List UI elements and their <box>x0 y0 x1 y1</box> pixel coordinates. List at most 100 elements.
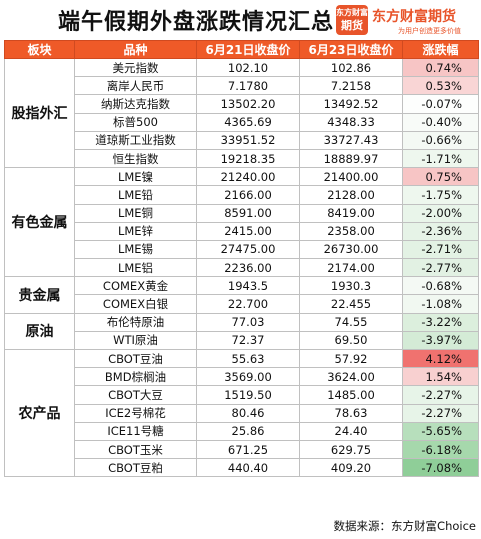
table-row: LME铅 2166.00 2128.00 -1.75% <box>5 185 479 205</box>
close-price-0623: 629.75 <box>299 439 403 460</box>
change-percent: -5.65% <box>402 421 479 441</box>
close-price-0623: 1485.00 <box>299 385 403 405</box>
close-price-0623: 2174.00 <box>299 258 403 278</box>
sector-label: 有色金属 <box>4 167 75 278</box>
close-price-0621: 19218.35 <box>196 148 300 169</box>
product-name: 美元指数 <box>74 57 197 78</box>
close-price-0621: 3569.00 <box>196 367 300 387</box>
close-price-0621: 2166.00 <box>196 185 300 205</box>
product-name: CBOT大豆 <box>74 385 197 405</box>
table-row: ICE2号棉花 80.46 78.63 -2.27% <box>5 403 479 423</box>
change-percent: -1.71% <box>402 148 479 169</box>
table-row: 离岸人民币 7.1780 7.2158 0.53% <box>5 76 479 96</box>
table-row: CBOT玉米 671.25 629.75 -6.18% <box>5 439 479 460</box>
table-body: 股指外汇 美元指数 102.10 102.86 0.74% 离岸人民币 7.1780 7.21… <box>4 57 479 478</box>
change-percent: 0.75% <box>402 167 479 187</box>
column-header-change: 涨跌幅 <box>402 40 479 59</box>
price-change-table: 板块 品种 6月21日收盘价 6月23日收盘价 涨跌幅 股指外汇 美元指数 102.… <box>4 40 479 478</box>
table-row: 贵金属 COMEX黄金 1943.5 1930.3 -0.68% <box>4 276 479 314</box>
close-price-0623: 69.50 <box>299 330 403 351</box>
product-name: 标普500 <box>74 112 197 132</box>
close-price-0623: 102.86 <box>299 57 403 78</box>
close-price-0621: 102.10 <box>196 57 300 78</box>
close-price-0623: 26730.00 <box>299 239 403 260</box>
close-price-0621: 8591.00 <box>196 203 300 223</box>
close-price-0623: 409.20 <box>299 458 403 478</box>
table-row: LME铝 2236.00 2174.00 -2.77% <box>5 258 479 278</box>
table-row: COMEX白银 22.700 22.455 -1.08% <box>5 294 479 314</box>
brand-name: 东方财富期货 <box>372 9 456 25</box>
product-name: ICE11号糖 <box>74 421 197 441</box>
column-header-product: 品种 <box>74 40 197 59</box>
column-header-close-0621: 6月21日收盘价 <box>196 40 300 59</box>
logo-icon: 东方财富 期货 <box>336 5 368 35</box>
table-row: 纳斯达克指数 13502.20 13492.52 -0.07% <box>5 94 479 114</box>
logo-top-text: 东方财富 <box>336 8 368 17</box>
product-name: WTI原油 <box>74 330 197 351</box>
close-price-0621: 2236.00 <box>196 258 300 278</box>
header: 端午假期外盘涨跌情况汇总 东方财富 期货 东方财富期货 为用户创造更多价值 <box>0 0 481 38</box>
change-percent: -3.97% <box>402 330 479 351</box>
change-percent: -3.22% <box>402 312 479 332</box>
product-name: COMEX黄金 <box>74 276 197 296</box>
data-source: 数据来源：东方财富Choice <box>333 519 476 533</box>
close-price-0623: 18889.97 <box>299 148 403 169</box>
change-percent: -2.36% <box>402 221 479 241</box>
product-name: LME铝 <box>74 258 197 278</box>
product-name: 布伦特原油 <box>74 312 197 332</box>
close-price-0623: 24.40 <box>299 421 403 441</box>
table-row: WTI原油 72.37 69.50 -3.97% <box>5 330 479 351</box>
close-price-0621: 27475.00 <box>196 239 300 260</box>
column-header-sector: 板块 <box>4 40 75 59</box>
table-row: 标普500 4365.69 4348.33 -0.40% <box>5 112 479 132</box>
close-price-0621: 1519.50 <box>196 385 300 405</box>
table-row: 农产品 CBOT豆油 55.63 57.92 4.12% <box>4 348 479 478</box>
product-name: 纳斯达克指数 <box>74 94 197 114</box>
change-percent: 1.54% <box>402 367 479 387</box>
sector-label: 原油 <box>4 312 75 351</box>
table-row: BMD棕榈油 3569.00 3624.00 1.54% <box>5 367 479 387</box>
close-price-0623: 7.2158 <box>299 76 403 96</box>
column-header-close-0623: 6月23日收盘价 <box>299 40 403 59</box>
change-percent: -7.08% <box>402 458 479 478</box>
table-row: LME锌 2415.00 2358.00 -2.36% <box>5 221 479 241</box>
change-percent: -6.18% <box>402 439 479 460</box>
product-name: CBOT豆粕 <box>74 458 197 478</box>
change-percent: -0.66% <box>402 130 479 150</box>
product-name: 恒生指数 <box>74 148 197 169</box>
close-price-0623: 1930.3 <box>299 276 403 296</box>
close-price-0621: 33951.52 <box>196 130 300 150</box>
change-percent: -0.68% <box>402 276 479 296</box>
close-price-0621: 77.03 <box>196 312 300 332</box>
close-price-0621: 7.1780 <box>196 76 300 96</box>
table-header-row: 板块 品种 6月21日收盘价 6月23日收盘价 涨跌幅 <box>4 40 479 59</box>
change-percent: 0.53% <box>402 76 479 96</box>
product-name: BMD棕榈油 <box>74 367 197 387</box>
product-name: LME锌 <box>74 221 197 241</box>
change-percent: -2.27% <box>402 385 479 405</box>
change-percent: 0.74% <box>402 57 479 78</box>
product-name: LME铜 <box>74 203 197 223</box>
table-row: ICE11号糖 25.86 24.40 -5.65% <box>5 421 479 441</box>
table-row: CBOT豆粕 440.40 409.20 -7.08% <box>5 458 479 478</box>
close-price-0623: 22.455 <box>299 294 403 314</box>
product-name: 道琼斯工业指数 <box>74 130 197 150</box>
product-name: CBOT玉米 <box>74 439 197 460</box>
close-price-0621: 440.40 <box>196 458 300 478</box>
close-price-0621: 2415.00 <box>196 221 300 241</box>
table-row: 股指外汇 美元指数 102.10 102.86 0.74% <box>4 57 479 169</box>
close-price-0623: 57.92 <box>299 348 403 369</box>
close-price-0623: 8419.00 <box>299 203 403 223</box>
close-price-0621: 21240.00 <box>196 167 300 187</box>
sector-label: 农产品 <box>4 348 75 478</box>
page-title: 端午假期外盘涨跌情况汇总 <box>58 10 335 35</box>
close-price-0623: 21400.00 <box>299 167 403 187</box>
sector-label: 贵金属 <box>4 276 75 314</box>
close-price-0623: 78.63 <box>299 403 403 423</box>
close-price-0621: 13502.20 <box>196 94 300 114</box>
product-name: LME锡 <box>74 239 197 260</box>
change-percent: 4.12% <box>402 348 479 369</box>
close-price-0623: 74.55 <box>299 312 403 332</box>
close-price-0623: 4348.33 <box>299 112 403 132</box>
table-row: LME锡 27475.00 26730.00 -2.71% <box>5 239 479 260</box>
